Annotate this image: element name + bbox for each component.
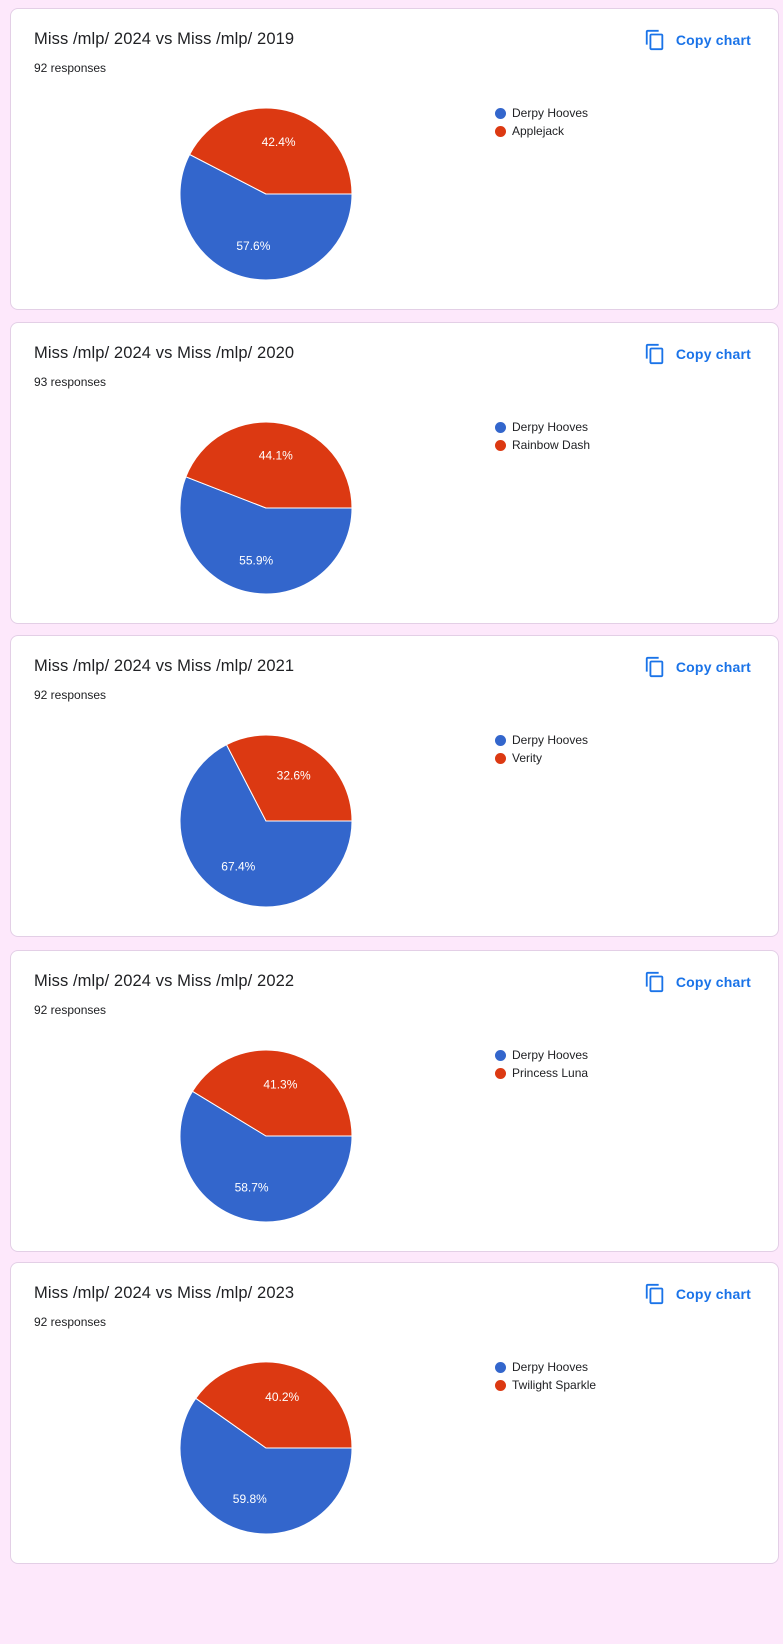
legend-swatch bbox=[495, 1049, 506, 1061]
chart-legend: Derpy Hooves Twilight Sparkle bbox=[495, 1358, 596, 1394]
chart-card: Miss /mlp/ 2024 vs Miss /mlp/ 2022 92 res… bbox=[10, 950, 779, 1252]
copy-chart-button[interactable]: Copy chart bbox=[644, 967, 751, 997]
chart-legend: Derpy Hooves Applejack bbox=[495, 104, 588, 140]
card-title: Miss /mlp/ 2024 vs Miss /mlp/ 2020 bbox=[34, 344, 295, 362]
pie-chart: 58.7% 41.3% bbox=[179, 1049, 353, 1223]
legend-item[interactable]: Derpy Hooves bbox=[495, 1046, 588, 1064]
copy-icon bbox=[645, 29, 664, 51]
legend-swatch bbox=[495, 1361, 506, 1373]
pie-chart: 59.8% 40.2% bbox=[179, 1361, 353, 1535]
response-count: 92 responses bbox=[34, 1003, 107, 1017]
pie-chart: 57.6% 42.4% bbox=[179, 107, 353, 281]
legend-item[interactable]: Rainbow Dash bbox=[495, 436, 590, 454]
legend-label: Derpy Hooves bbox=[512, 1048, 589, 1062]
pie-slice-series-b[interactable] bbox=[225, 734, 353, 822]
response-count: 92 responses bbox=[34, 1315, 107, 1329]
copy-chart-label: Copy chart bbox=[675, 346, 751, 362]
pie-slice-series-a[interactable] bbox=[179, 476, 353, 595]
chart-card: Miss /mlp/ 2024 vs Miss /mlp/ 2021 92 res… bbox=[10, 635, 779, 937]
response-count: 92 responses bbox=[34, 61, 107, 75]
legend-swatch bbox=[495, 1067, 506, 1079]
legend-label: Applejack bbox=[512, 124, 565, 138]
copy-icon bbox=[645, 971, 664, 993]
pie-value-label: 59.8% bbox=[233, 1492, 267, 1506]
legend-label: Derpy Hooves bbox=[512, 420, 589, 434]
response-count: 92 responses bbox=[34, 688, 107, 702]
copy-chart-button[interactable]: Copy chart bbox=[644, 652, 751, 682]
pie-value-label: 58.7% bbox=[235, 1180, 269, 1194]
pie-value-label: 41.3% bbox=[263, 1078, 297, 1092]
legend-swatch bbox=[495, 734, 506, 746]
legend-item[interactable]: Verity bbox=[495, 749, 588, 767]
copy-chart-label: Copy chart bbox=[675, 659, 751, 675]
pie-value-label: 57.6% bbox=[236, 239, 270, 253]
pie-chart: 67.4% 32.6% bbox=[179, 734, 353, 908]
legend-swatch bbox=[495, 1379, 506, 1391]
pie-chart: 55.9% 44.1% bbox=[179, 421, 353, 595]
pie-value-label: 42.4% bbox=[262, 135, 296, 149]
chart-legend: Derpy Hooves Verity bbox=[495, 731, 588, 767]
card-title: Miss /mlp/ 2024 vs Miss /mlp/ 2021 bbox=[34, 657, 295, 675]
legend-item[interactable]: Twilight Sparkle bbox=[495, 1376, 596, 1394]
legend-swatch bbox=[495, 107, 506, 119]
copy-chart-button[interactable]: Copy chart bbox=[644, 1279, 751, 1309]
copy-icon bbox=[645, 343, 664, 365]
chart-card: Miss /mlp/ 2024 vs Miss /mlp/ 2023 92 res… bbox=[10, 1262, 779, 1564]
legend-item[interactable]: Derpy Hooves bbox=[495, 1358, 596, 1376]
chart-legend: Derpy Hooves Rainbow Dash bbox=[495, 418, 590, 454]
legend-item[interactable]: Applejack bbox=[495, 122, 588, 140]
response-count: 93 responses bbox=[34, 375, 107, 389]
pie-value-label: 40.2% bbox=[265, 1390, 299, 1404]
copy-chart-label: Copy chart bbox=[675, 32, 751, 48]
legend-label: Derpy Hooves bbox=[512, 1360, 589, 1374]
legend-item[interactable]: Derpy Hooves bbox=[495, 104, 588, 122]
copy-chart-label: Copy chart bbox=[675, 974, 751, 990]
legend-label: Derpy Hooves bbox=[512, 733, 589, 747]
legend-label: Princess Luna bbox=[512, 1066, 589, 1080]
card-title: Miss /mlp/ 2024 vs Miss /mlp/ 2023 bbox=[34, 1284, 295, 1302]
chart-card: Miss /mlp/ 2024 vs Miss /mlp/ 2020 93 res… bbox=[10, 322, 779, 624]
legend-item[interactable]: Derpy Hooves bbox=[495, 731, 588, 749]
legend-item[interactable]: Derpy Hooves bbox=[495, 418, 590, 436]
card-title: Miss /mlp/ 2024 vs Miss /mlp/ 2019 bbox=[34, 30, 295, 48]
card-title: Miss /mlp/ 2024 vs Miss /mlp/ 2022 bbox=[34, 972, 295, 990]
pie-slice-series-a[interactable] bbox=[179, 1397, 353, 1535]
pie-slice-series-b[interactable] bbox=[191, 1049, 353, 1137]
pie-value-label: 44.1% bbox=[259, 449, 293, 463]
copy-icon bbox=[645, 656, 664, 678]
legend-label: Verity bbox=[512, 751, 543, 765]
pie-slice-series-b[interactable] bbox=[185, 421, 353, 509]
chart-legend: Derpy Hooves Princess Luna bbox=[495, 1046, 588, 1082]
pie-slice-series-a[interactable] bbox=[179, 1090, 353, 1223]
pie-slice-series-b[interactable] bbox=[195, 1361, 353, 1449]
legend-label: Derpy Hooves bbox=[512, 106, 589, 120]
legend-swatch bbox=[495, 439, 506, 451]
legend-label: Twilight Sparkle bbox=[512, 1378, 597, 1392]
copy-icon bbox=[645, 1283, 664, 1305]
legend-swatch bbox=[495, 421, 506, 433]
copy-chart-button[interactable]: Copy chart bbox=[644, 339, 751, 369]
pie-slice-series-a[interactable] bbox=[179, 743, 353, 908]
legend-label: Rainbow Dash bbox=[512, 438, 591, 452]
pie-value-label: 55.9% bbox=[239, 553, 273, 567]
pie-value-label: 32.6% bbox=[277, 768, 311, 782]
legend-swatch bbox=[495, 752, 506, 764]
pie-slice-series-b[interactable] bbox=[188, 107, 353, 195]
copy-chart-button[interactable]: Copy chart bbox=[644, 25, 751, 55]
pie-value-label: 67.4% bbox=[221, 860, 255, 874]
copy-chart-label: Copy chart bbox=[675, 1286, 751, 1302]
legend-swatch bbox=[495, 125, 506, 137]
legend-item[interactable]: Princess Luna bbox=[495, 1064, 588, 1082]
chart-card: Miss /mlp/ 2024 vs Miss /mlp/ 2019 92 res… bbox=[10, 8, 779, 310]
pie-slice-series-a[interactable] bbox=[179, 153, 353, 281]
